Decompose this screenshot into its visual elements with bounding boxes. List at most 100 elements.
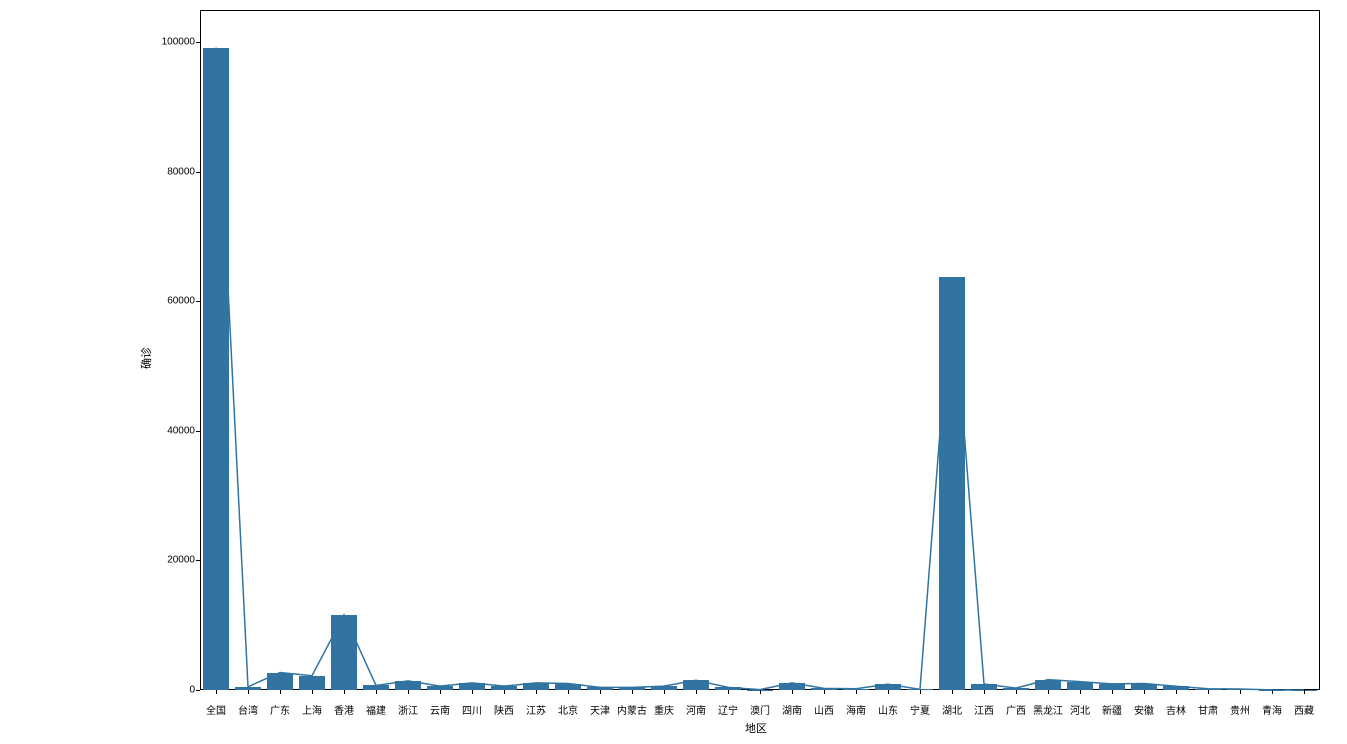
x-tick-label: 山东 [878,702,898,717]
x-tick-label: 江西 [974,702,994,717]
x-tick-label: 吉林 [1166,702,1186,717]
x-tick-mark [1016,690,1017,694]
x-tick-label: 云南 [430,702,450,717]
x-tick-label: 台湾 [238,702,258,717]
x-tick-mark [344,690,345,694]
x-tick-label: 四川 [462,702,482,717]
x-tick-mark [888,690,889,694]
x-tick-label: 新疆 [1102,702,1122,717]
x-tick-mark [216,690,217,694]
x-tick-mark [1144,690,1145,694]
x-tick-label: 河南 [686,702,706,717]
x-tick-mark [440,690,441,694]
x-tick-mark [728,690,729,694]
bar [1131,684,1157,690]
bar [779,683,805,690]
y-tick-label: 80000 [167,166,195,177]
x-tick-mark [1240,690,1241,694]
x-tick-label: 内蒙古 [617,702,647,717]
x-tick-mark [376,690,377,694]
y-tick-mark [196,42,200,43]
x-tick-mark [952,690,953,694]
x-tick-label: 青海 [1262,702,1282,717]
chart-container: 确诊 地区 0 20000 40000 60000 80000 100000 全国台湾广东上… [0,0,1347,744]
bar [939,277,965,690]
x-tick-label: 山西 [814,702,834,717]
x-tick-mark [536,690,537,694]
x-tick-label: 湖北 [942,702,962,717]
x-tick-label: 海南 [846,702,866,717]
x-tick-label: 重庆 [654,702,674,717]
bar [203,48,229,690]
x-tick-mark [472,690,473,694]
x-tick-label: 安徽 [1134,702,1154,717]
x-axis-label: 地区 [745,720,767,736]
x-tick-mark [248,690,249,694]
x-tick-mark [760,690,761,694]
x-tick-mark [792,690,793,694]
x-tick-mark [1176,690,1177,694]
x-tick-mark [632,690,633,694]
bar [459,683,485,690]
x-tick-mark [1208,690,1209,694]
x-tick-label: 福建 [366,702,386,717]
x-tick-label: 北京 [558,702,578,717]
y-tick-label: 0 [189,685,195,696]
x-tick-label: 贵州 [1230,702,1250,717]
x-tick-label: 陕西 [494,702,514,717]
x-tick-mark [696,690,697,694]
y-tick-label: 100000 [162,37,195,48]
bar [331,615,357,690]
x-tick-label: 河北 [1070,702,1090,717]
y-tick-label: 60000 [167,296,195,307]
x-tick-label: 广西 [1006,702,1026,717]
x-tick-label: 天津 [590,702,610,717]
bar [683,680,709,690]
x-tick-mark [856,690,857,694]
x-tick-label: 上海 [302,702,322,717]
x-tick-label: 江苏 [526,702,546,717]
x-tick-mark [664,690,665,694]
plot-area [200,10,1320,690]
x-tick-mark [1048,690,1049,694]
y-tick-mark [196,172,200,173]
x-tick-mark [824,690,825,694]
bar [299,676,325,690]
y-tick-label: 40000 [167,425,195,436]
bar [395,681,421,690]
x-tick-mark [504,690,505,694]
x-tick-label: 广东 [270,702,290,717]
bar [523,683,549,690]
x-tick-mark [1112,690,1113,694]
y-tick-mark [196,431,200,432]
x-tick-mark [1272,690,1273,694]
x-tick-label: 甘肃 [1198,702,1218,717]
y-tick-mark [196,560,200,561]
x-tick-label: 香港 [334,702,354,717]
x-tick-label: 黑龙江 [1033,702,1063,717]
bar [1035,680,1061,690]
x-tick-label: 全国 [206,702,226,717]
bar [1067,682,1093,690]
y-tick-mark [196,301,200,302]
x-tick-mark [280,690,281,694]
x-tick-label: 宁夏 [910,702,930,717]
x-tick-label: 浙江 [398,702,418,717]
x-tick-label: 西藏 [1294,702,1314,717]
x-tick-mark [600,690,601,694]
x-tick-mark [1304,690,1305,694]
x-tick-mark [1080,690,1081,694]
y-tick-label: 20000 [167,555,195,566]
x-tick-label: 湖南 [782,702,802,717]
x-tick-mark [312,690,313,694]
x-tick-label: 澳门 [750,702,770,717]
bar [267,673,293,690]
x-tick-label: 辽宁 [718,702,738,717]
x-tick-mark [984,690,985,694]
x-tick-mark [568,690,569,694]
x-tick-mark [920,690,921,694]
x-tick-mark [408,690,409,694]
bar [555,684,581,690]
y-axis-label: 确诊 [138,347,154,369]
y-tick-mark [196,690,200,691]
